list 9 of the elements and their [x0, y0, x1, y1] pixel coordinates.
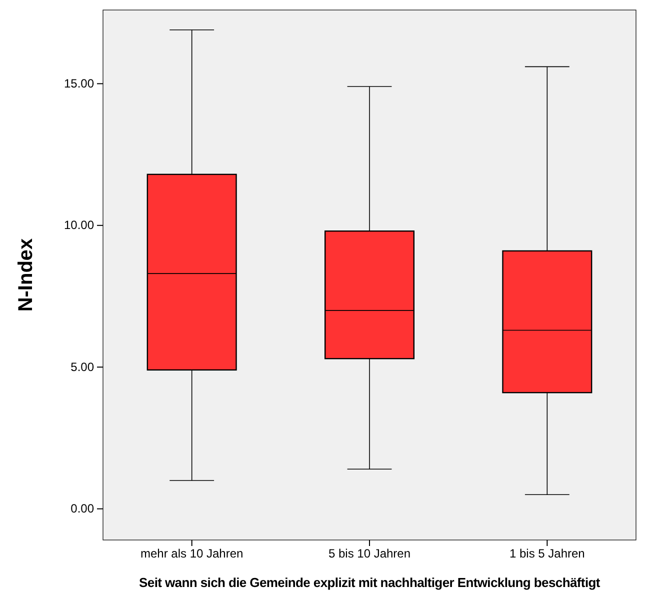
- y-tick-label: 5.00: [70, 360, 94, 374]
- y-tick-label: 15.00: [64, 76, 94, 91]
- x-tick-label: 5 bis 10 Jahren: [328, 546, 411, 561]
- x-tick-label: mehr als 10 Jahren: [140, 546, 244, 561]
- y-tick-label: 0.00: [70, 502, 94, 516]
- x-tick-label: 1 bis 5 Jahren: [509, 546, 585, 561]
- y-tick-label: 10.00: [64, 218, 94, 232]
- x-axis-title: Seit wann sich die Gemeinde explizit mit nachhaltiger Entwicklung beschäftigt: [139, 575, 601, 590]
- y-axis-title: N-Index: [15, 238, 37, 312]
